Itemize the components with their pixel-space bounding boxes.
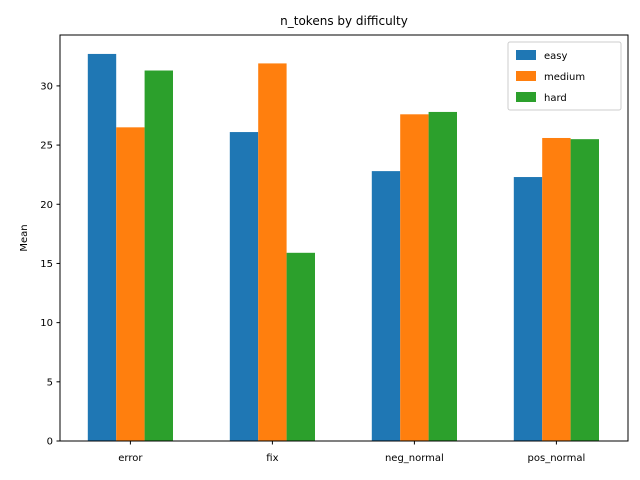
legend-label-hard: hard [544, 93, 567, 104]
bar-medium-fix [258, 63, 287, 441]
y-tick-label: 25 [40, 141, 53, 152]
bars-group [87, 53, 599, 442]
x-tick-label: fix [266, 453, 278, 464]
legend-swatch-medium [516, 71, 536, 81]
x-axis: error fix neg_normal pos_normal [118, 441, 585, 464]
legend-swatch-easy [516, 50, 536, 60]
x-tick-label: neg_normal [385, 453, 444, 464]
plot-area-frame [59, 34, 629, 442]
bar-easy-pos_normal [513, 177, 543, 442]
bar-medium-error [116, 127, 145, 441]
x-tick-label: pos_normal [528, 453, 586, 464]
bar-easy-error [87, 53, 117, 441]
y-axis-title: Mean [19, 224, 30, 251]
y-tick-label: 20 [40, 200, 53, 211]
y-tick-label: 15 [40, 259, 53, 270]
bar-hard-fix [286, 252, 315, 441]
y-tick-label: 30 [40, 81, 53, 92]
chart-title: n_tokens by difficulty [280, 14, 408, 28]
y-axis: 0 5 10 15 20 25 30 [40, 81, 60, 448]
legend-label-medium: medium [544, 72, 585, 83]
legend-swatch-hard [516, 92, 536, 102]
bar-easy-neg_normal [371, 171, 401, 441]
legend-label-easy: easy [544, 51, 567, 62]
y-tick-label: 0 [47, 437, 53, 448]
y-tick-label: 5 [47, 377, 53, 388]
bar-hard-error [144, 70, 173, 441]
bar-easy-fix [229, 132, 259, 441]
y-tick-label: 10 [40, 318, 53, 329]
x-tick-label: error [118, 453, 143, 464]
bar-hard-pos_normal [570, 139, 599, 441]
legend-box [507, 41, 622, 111]
bar-medium-neg_normal [400, 114, 429, 441]
bar-medium-pos_normal [542, 137, 571, 442]
bar-hard-neg_normal [428, 111, 457, 441]
legend: easy medium hard [507, 41, 622, 111]
